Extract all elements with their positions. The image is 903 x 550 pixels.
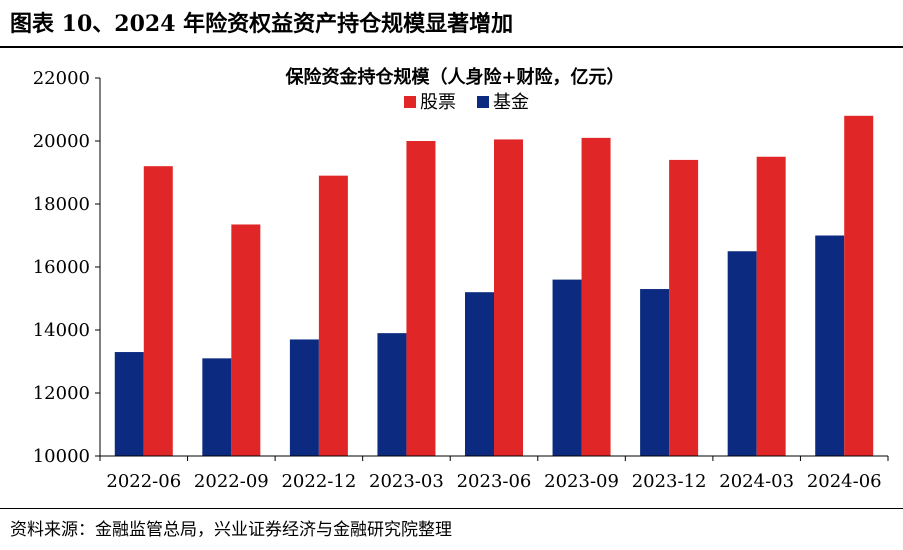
- x-tick-label-2022-09: 2022-09: [194, 471, 269, 492]
- bar-stock-2022-09: [231, 224, 261, 456]
- legend-swatch-fund: [477, 96, 489, 108]
- y-tick-label: 20000: [33, 131, 90, 152]
- x-tick-label-2023-12: 2023-12: [632, 471, 707, 492]
- title-rule: [0, 46, 903, 48]
- source-rule: [0, 508, 903, 509]
- x-tick-label-2023-03: 2023-03: [369, 471, 444, 492]
- bar-fund-2023-09: [552, 279, 582, 456]
- legend: 股票 基金: [404, 92, 529, 113]
- source-note: 资料来源：金融监管总局，兴业证券经济与金融研究院整理: [10, 520, 452, 540]
- x-tick-label-2023-09: 2023-09: [544, 471, 619, 492]
- y-tick-label: 18000: [33, 194, 90, 215]
- y-tick-label: 22000: [33, 68, 90, 89]
- bars-group: [114, 115, 874, 457]
- x-tick-label-2024-03: 2024-03: [719, 471, 794, 492]
- y-tick-label: 10000: [33, 446, 90, 467]
- y-axis: 10000 12000 14000 16000 18000 20000 22000: [33, 68, 101, 467]
- bar-fund-2024-03: [727, 251, 757, 456]
- legend-label-stock: 股票: [420, 92, 456, 113]
- bar-stock-2023-12: [669, 159, 699, 456]
- bar-fund-2022-12: [289, 339, 319, 456]
- bar-fund-2024-06: [815, 235, 845, 456]
- bar-stock-2024-06: [844, 115, 874, 457]
- x-tick-label-2022-06: 2022-06: [106, 471, 181, 492]
- x-tick-label-2024-06: 2024-06: [807, 471, 882, 492]
- x-tick-label-2023-06: 2023-06: [457, 471, 532, 492]
- bar-stock-2022-12: [318, 175, 348, 456]
- legend-label-fund: 基金: [493, 92, 529, 113]
- bar-chart: 保险资金持仓规模（人身险+财险，亿元） 股票 基金 10000 12000 1400…: [33, 66, 889, 492]
- bar-fund-2023-12: [640, 289, 670, 456]
- bar-stock-2023-06: [494, 139, 523, 457]
- bar-stock-2024-03: [756, 156, 786, 456]
- figure-title: 图表 10、2024 年险资权益资产持仓规模显著增加: [10, 11, 514, 37]
- y-tick-label: 16000: [33, 257, 90, 278]
- bar-fund-2022-06: [114, 352, 144, 456]
- legend-swatch-stock: [404, 96, 416, 108]
- bar-stock-2022-06: [143, 166, 173, 456]
- bar-fund-2022-09: [202, 358, 232, 456]
- y-tick-label: 14000: [33, 320, 90, 341]
- y-tick-label: 12000: [33, 383, 90, 404]
- bar-fund-2023-03: [377, 333, 407, 456]
- bar-stock-2023-03: [406, 141, 436, 456]
- bar-fund-2023-06: [465, 292, 494, 456]
- bar-stock-2023-09: [581, 137, 611, 456]
- x-axis: 2022-06 2022-09 2022-12 2023-03 2023-06 2023-…: [99, 455, 889, 492]
- chart-title: 保险资金持仓规模（人身险+财险，亿元）: [284, 66, 624, 88]
- x-tick-label-2022-12: 2022-12: [281, 471, 356, 492]
